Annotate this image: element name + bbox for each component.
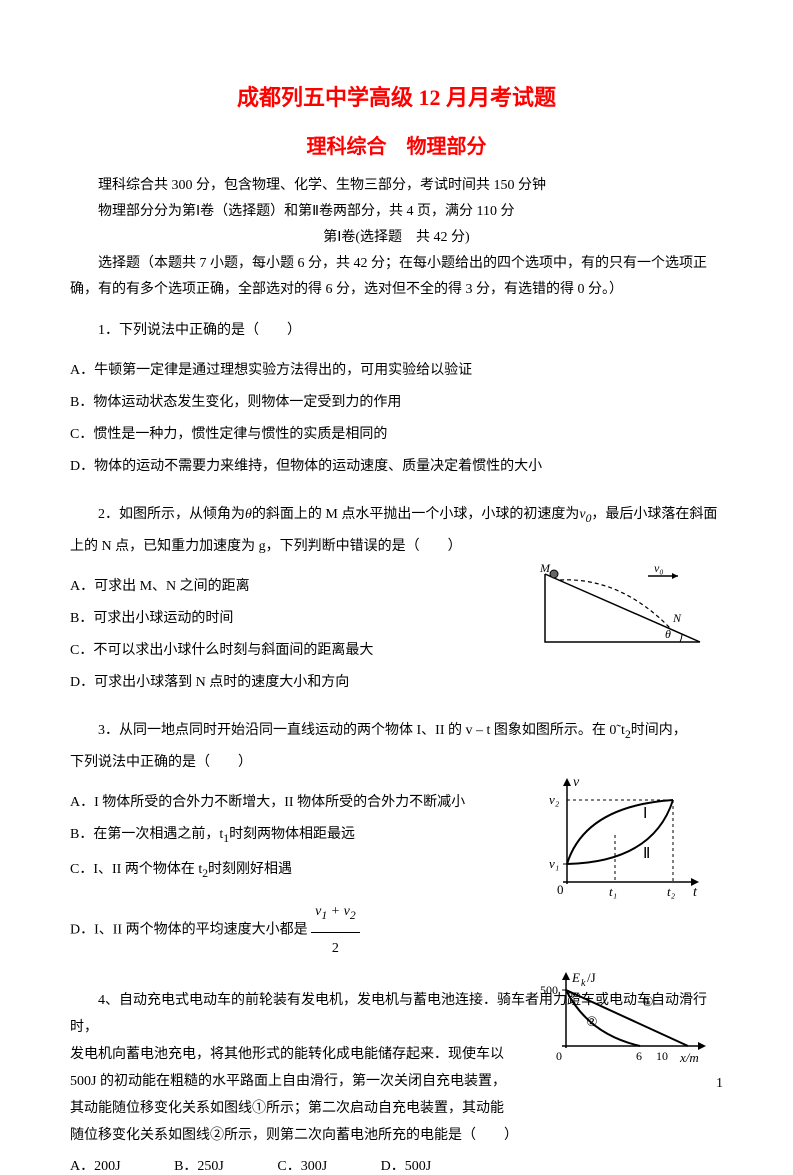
q2-option-c: C．不可以求出小球什么时刻与斜面间的距离最大 — [70, 635, 500, 667]
q4-options: A．200J B．250J C．300J D．500J — [70, 1155, 723, 1175]
q4-line4: 其动能随位移变化关系如图线①所示；第二次启动自充电装置，其动能 — [70, 1095, 530, 1122]
label-c1: ① — [642, 994, 654, 1009]
v0-symbol: v0 — [579, 507, 591, 522]
q4-option-c: C．300J — [277, 1159, 327, 1174]
q1-option-c: C．惯性是一种力，惯性定律与惯性的实质是相同的 — [70, 419, 723, 451]
intro-line-2: 物理部分分为第Ⅰ卷（选择题）和第Ⅱ卷两部分，共 4 页，满分 110 分 — [70, 199, 723, 225]
q4-option-b: B．250J — [174, 1159, 224, 1174]
question-1: 1．下列说法中正确的是（ ） A．牛顿第一定律是通过理想实验方法得出的，可用实验… — [70, 317, 723, 483]
q3-option-d: D．I、II 两个物体的平均速度大小都是 v1 + v2 2 — [70, 896, 530, 965]
q1-option-b: B．物体运动状态发生变化，则物体一定受到力的作用 — [70, 387, 723, 419]
q3-option-c: C．I、II 两个物体在 t2时刻刚好相遇 — [70, 854, 530, 890]
label-I: Ⅰ — [643, 806, 647, 822]
tick-6: 6 — [636, 1049, 642, 1063]
axis-ek-sub: k — [581, 978, 586, 989]
q1-option-d: D．物体的运动不需要力来维持，但物体的运动速度、质量决定着惯性的大小 — [70, 451, 723, 483]
q1-stem: 1．下列说法中正确的是（ ） — [70, 317, 723, 345]
intro-line-1: 理科综合共 300 分，包含物理、化学、生物三部分，考试时间共 150 分钟 — [70, 173, 723, 199]
q4-figure: E k /J x/m 500 0 6 10 ① ② — [538, 968, 713, 1068]
tick-t2: t₂ — [667, 884, 676, 899]
origin: 0 — [557, 882, 564, 897]
tick-t1: t₁ — [609, 884, 617, 899]
q2-stem: 2．如图所示，从倾角为θ的斜面上的 M 点水平抛出一个小球，小球的初速度为v0，… — [70, 501, 723, 533]
q2-stem-b: 的斜面上的 M 点水平抛出一个小球，小球的初速度为 — [252, 507, 579, 522]
q2-stem-c: ，最后小球落在斜面 — [591, 507, 717, 522]
q2-stem-a: 2．如图所示，从倾角为 — [98, 507, 245, 522]
sub-title: 理科综合 物理部分 — [70, 130, 723, 159]
axis-v: v — [573, 775, 580, 790]
q3-figure: v t v₂ v₁ t₁ t₂ 0 Ⅰ Ⅱ — [545, 772, 705, 902]
tick-v1: v₁ — [549, 856, 559, 871]
q4-line2: 发电机向蓄电池充电，将其他形式的能转化成电能储存起来．现使车以 — [70, 1041, 530, 1068]
origin-0: 0 — [556, 1049, 562, 1063]
label-N: N — [672, 611, 682, 625]
axis-x: x/m — [679, 1050, 699, 1065]
q2-option-b: B．可求出小球运动的时间 — [70, 603, 500, 635]
fraction: v1 + v2 2 — [311, 896, 360, 965]
axis-ek: E — [571, 970, 580, 985]
q2-option-a: A．可求出 M、N 之间的距离 — [70, 571, 500, 603]
tick-500: 500 — [540, 983, 558, 997]
q3-option-b: B．在第一次相遇之前，t1时刻两物体相距最远 — [70, 819, 530, 855]
page-number: 1 — [716, 1076, 723, 1092]
q2-figure: M N v₀ θ — [530, 562, 705, 657]
q2-option-d: D．可求出小球落到 N 点时的速度大小和方向 — [70, 667, 500, 699]
theta-symbol: θ — [245, 507, 252, 522]
label-v0: v₀ — [654, 562, 664, 575]
label-theta: θ — [665, 627, 671, 641]
q4-option-d: D．500J — [381, 1159, 432, 1174]
q1-option-a: A．牛顿第一定律是通过理想实验方法得出的，可用实验给以验证 — [70, 355, 723, 387]
label-II: Ⅱ — [643, 846, 650, 862]
tick-v2: v₂ — [549, 792, 560, 807]
axis-t: t — [693, 885, 698, 900]
instructions: 选择题（本题共 7 小题，每小题 6 分，共 42 分；在每小题给出的四个选项中… — [70, 251, 723, 303]
q4-line5: 随位移变化关系如图线②所示，则第二次向蓄电池所充的电能是（ ） — [70, 1122, 530, 1149]
label-c2: ② — [586, 1014, 598, 1029]
main-title: 成都列五中学高级 12 月月考试题 — [70, 80, 723, 112]
axis-ek-unit: /J — [587, 970, 596, 985]
section-header: 第Ⅰ卷(选择题 共 42 分) — [70, 225, 723, 251]
q3-option-a: A．I 物体所受的合外力不断增大，II 物体所受的合外力不断减小 — [70, 787, 530, 819]
q4-line3: 500J 的初动能在粗糙的水平路面上自由滑行，第一次关闭自充电装置， — [70, 1068, 530, 1095]
q4-option-a: A．200J — [70, 1159, 121, 1174]
tick-10: 10 — [656, 1049, 668, 1063]
q2-stem-line2: 上的 N 点，已知重力加速度为 g，下列判断中错误的是（ ） — [70, 533, 723, 561]
q3-stem: 3．从同一地点同时开始沿同一直线运动的两个物体 I、II 的 v – t 图象如… — [70, 717, 723, 749]
label-M: M — [539, 562, 551, 575]
